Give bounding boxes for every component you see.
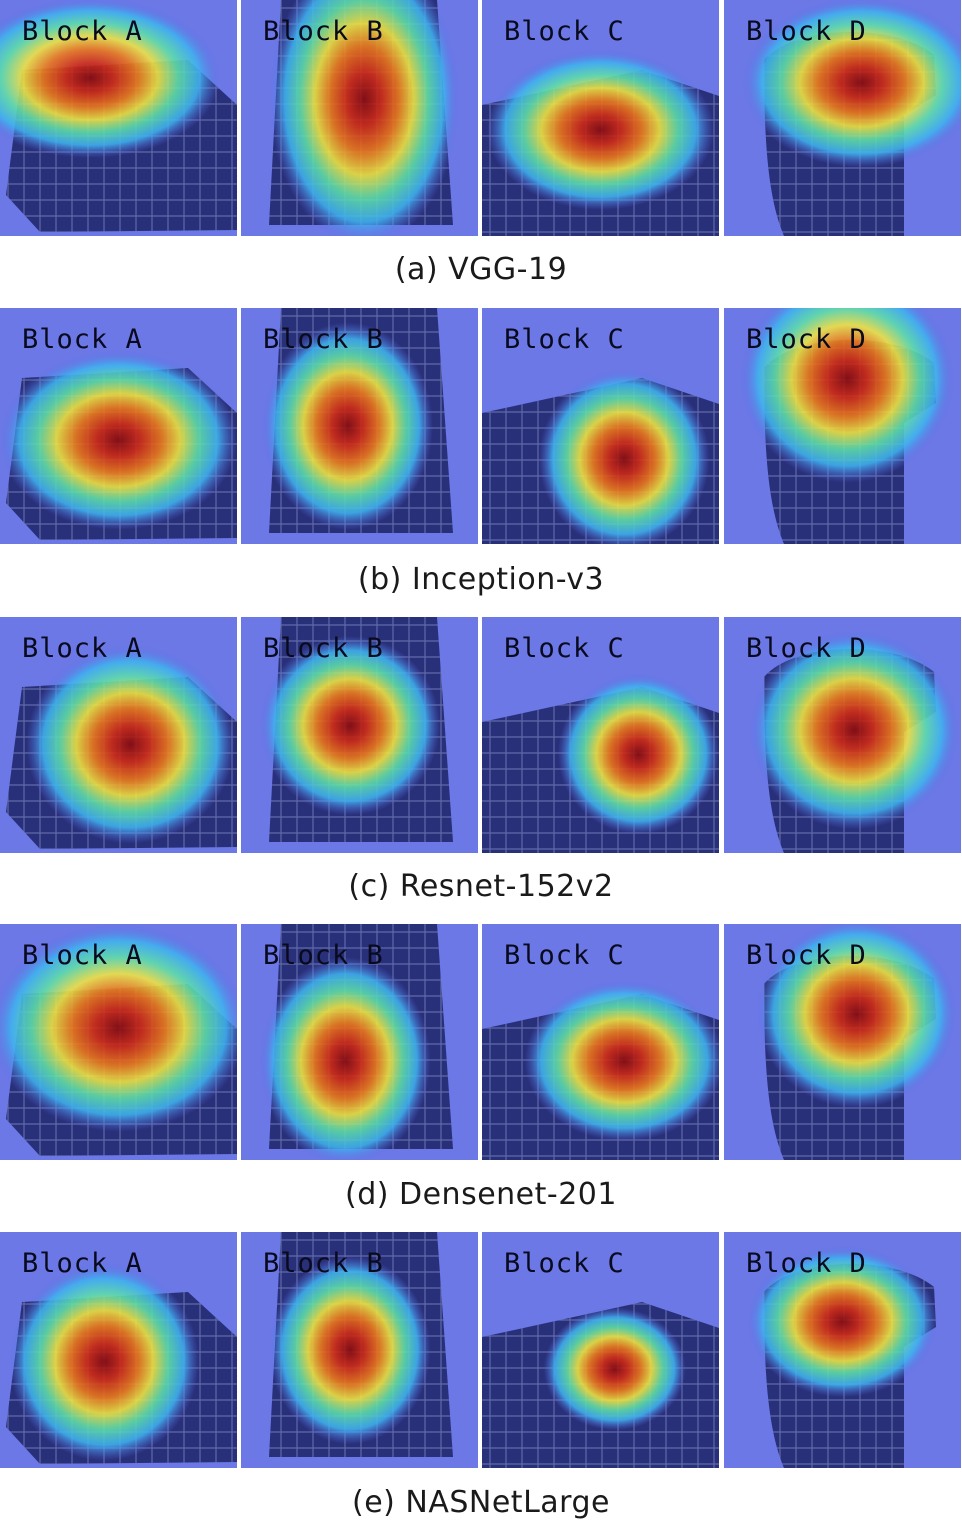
block-label: Block B <box>263 940 384 971</box>
block-label: Block C <box>504 1248 625 1279</box>
block-label: Block C <box>504 324 625 355</box>
block-label: Block A <box>22 633 143 664</box>
gradcam-image <box>241 924 478 1160</box>
heatmap-tile: Block A <box>0 924 237 1160</box>
gradcam-image <box>482 617 719 853</box>
gradcam-image <box>241 0 478 236</box>
figure-row: Block A Block B Block C Block D <box>0 1232 962 1502</box>
gradcam-image <box>482 308 719 544</box>
heatmap-tile: Block B <box>241 0 478 236</box>
gradcam-image <box>724 1232 961 1468</box>
subfigure-caption: (e) NASNetLarge <box>352 1485 610 1520</box>
heatmap-tile: Block A <box>0 308 237 544</box>
heatmap-tile: Block D <box>724 924 961 1160</box>
heatmap-tile: Block B <box>241 924 478 1160</box>
gradcam-image <box>241 1232 478 1468</box>
block-label: Block B <box>263 1248 384 1279</box>
gradcam-image <box>482 0 719 236</box>
subfigure-caption: (c) Resnet-152v2 <box>348 869 614 904</box>
gradcam-image <box>0 924 237 1160</box>
block-label: Block B <box>263 16 384 47</box>
gradcam-image <box>0 308 237 544</box>
heatmap-tile: Block D <box>724 1232 961 1468</box>
gradcam-image <box>0 0 237 236</box>
heatmap-tile: Block C <box>482 0 719 236</box>
subfigure-caption: (b) Inception-v3 <box>357 562 605 597</box>
heatmap-row: Block A Block B Block C Block D <box>0 1232 962 1468</box>
heatmap-tile: Block A <box>0 1232 237 1468</box>
heatmap-tile: Block B <box>241 617 478 853</box>
heatmap-tile: Block A <box>0 617 237 853</box>
gradcam-image <box>0 1232 237 1468</box>
gradcam-image <box>724 617 961 853</box>
block-label: Block B <box>263 633 384 664</box>
heatmap-tile: Block C <box>482 1232 719 1468</box>
figure-row: Block A Block B Block C Block D <box>0 0 962 270</box>
gradcam-image <box>482 1232 719 1468</box>
figure-row: Block A Block B Block C Block D <box>0 617 962 887</box>
gradcam-image <box>241 308 478 544</box>
block-label: Block C <box>504 940 625 971</box>
block-label: Block C <box>504 16 625 47</box>
block-label: Block B <box>263 324 384 355</box>
subfigure-caption: (d) Densenet-201 <box>345 1177 617 1212</box>
block-label: Block D <box>746 940 867 971</box>
gradcam-image <box>724 0 961 236</box>
heatmap-tile: Block C <box>482 308 719 544</box>
heatmap-row: Block A Block B Block C Block D <box>0 617 962 853</box>
block-label: Block D <box>746 1248 867 1279</box>
heatmap-row: Block A Block B Block C Block D <box>0 308 962 544</box>
gradcam-image <box>0 617 237 853</box>
heatmap-row: Block A Block B Block C Block D <box>0 924 962 1160</box>
block-label: Block D <box>746 633 867 664</box>
block-label: Block A <box>22 324 143 355</box>
gradcam-image <box>724 924 961 1160</box>
heatmap-row: Block A Block B Block C Block D <box>0 0 962 236</box>
figure-row: Block A Block B Block C Block D <box>0 924 962 1194</box>
block-label: Block D <box>746 16 867 47</box>
heatmap-tile: Block A <box>0 0 237 236</box>
heatmap-tile: Block D <box>724 308 961 544</box>
heatmap-tile: Block D <box>724 0 961 236</box>
heatmap-tile: Block C <box>482 617 719 853</box>
block-label: Block D <box>746 324 867 355</box>
block-label: Block C <box>504 633 625 664</box>
heatmap-tile: Block B <box>241 1232 478 1468</box>
block-label: Block A <box>22 16 143 47</box>
block-label: Block A <box>22 940 143 971</box>
heatmap-tile: Block D <box>724 617 961 853</box>
gradcam-image <box>724 308 961 544</box>
heatmap-tile: Block C <box>482 924 719 1160</box>
figure-row: Block A Block B Block C Block D <box>0 308 962 578</box>
gradcam-image <box>241 617 478 853</box>
gradcam-image <box>482 924 719 1160</box>
heatmap-tile: Block B <box>241 308 478 544</box>
block-label: Block A <box>22 1248 143 1279</box>
subfigure-caption: (a) VGG-19 <box>394 252 568 287</box>
